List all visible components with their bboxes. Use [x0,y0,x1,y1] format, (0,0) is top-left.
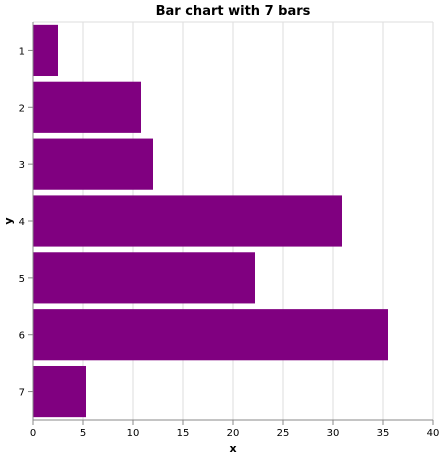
y-tick-label: 7 [19,388,25,399]
bar-7 [33,365,86,418]
bar-5 [33,252,255,304]
y-axis-ticks: 1 2 3 4 5 6 7 [19,46,33,399]
x-tick-label: 5 [80,428,86,439]
x-tick-label: 35 [377,428,390,439]
bar-4 [33,195,342,247]
x-tick-label: 10 [127,428,140,439]
y-tick-label: 1 [19,46,25,57]
y-tick-label: 2 [19,103,25,114]
y-tick-label: 6 [19,331,25,342]
x-tick-label: 15 [177,428,190,439]
x-axis-label: x [229,442,236,455]
y-axis-label: y [2,217,15,224]
y-tick-label: 3 [19,160,25,171]
bars [33,24,388,418]
bar-3 [33,138,153,190]
x-tick-label: 30 [327,428,340,439]
bar-1 [33,24,58,77]
x-axis-ticks: 0 5 10 15 20 25 30 35 40 [30,420,439,439]
x-tick-label: 20 [227,428,240,439]
chart-title: Bar chart with 7 bars [156,4,311,19]
bar-2 [33,81,141,133]
y-tick-label: 4 [19,217,25,228]
x-tick-label: 40 [427,428,439,439]
y-tick-label: 5 [19,274,25,285]
bar-6 [33,309,388,361]
x-tick-label: 0 [30,428,36,439]
x-tick-label: 25 [277,428,290,439]
